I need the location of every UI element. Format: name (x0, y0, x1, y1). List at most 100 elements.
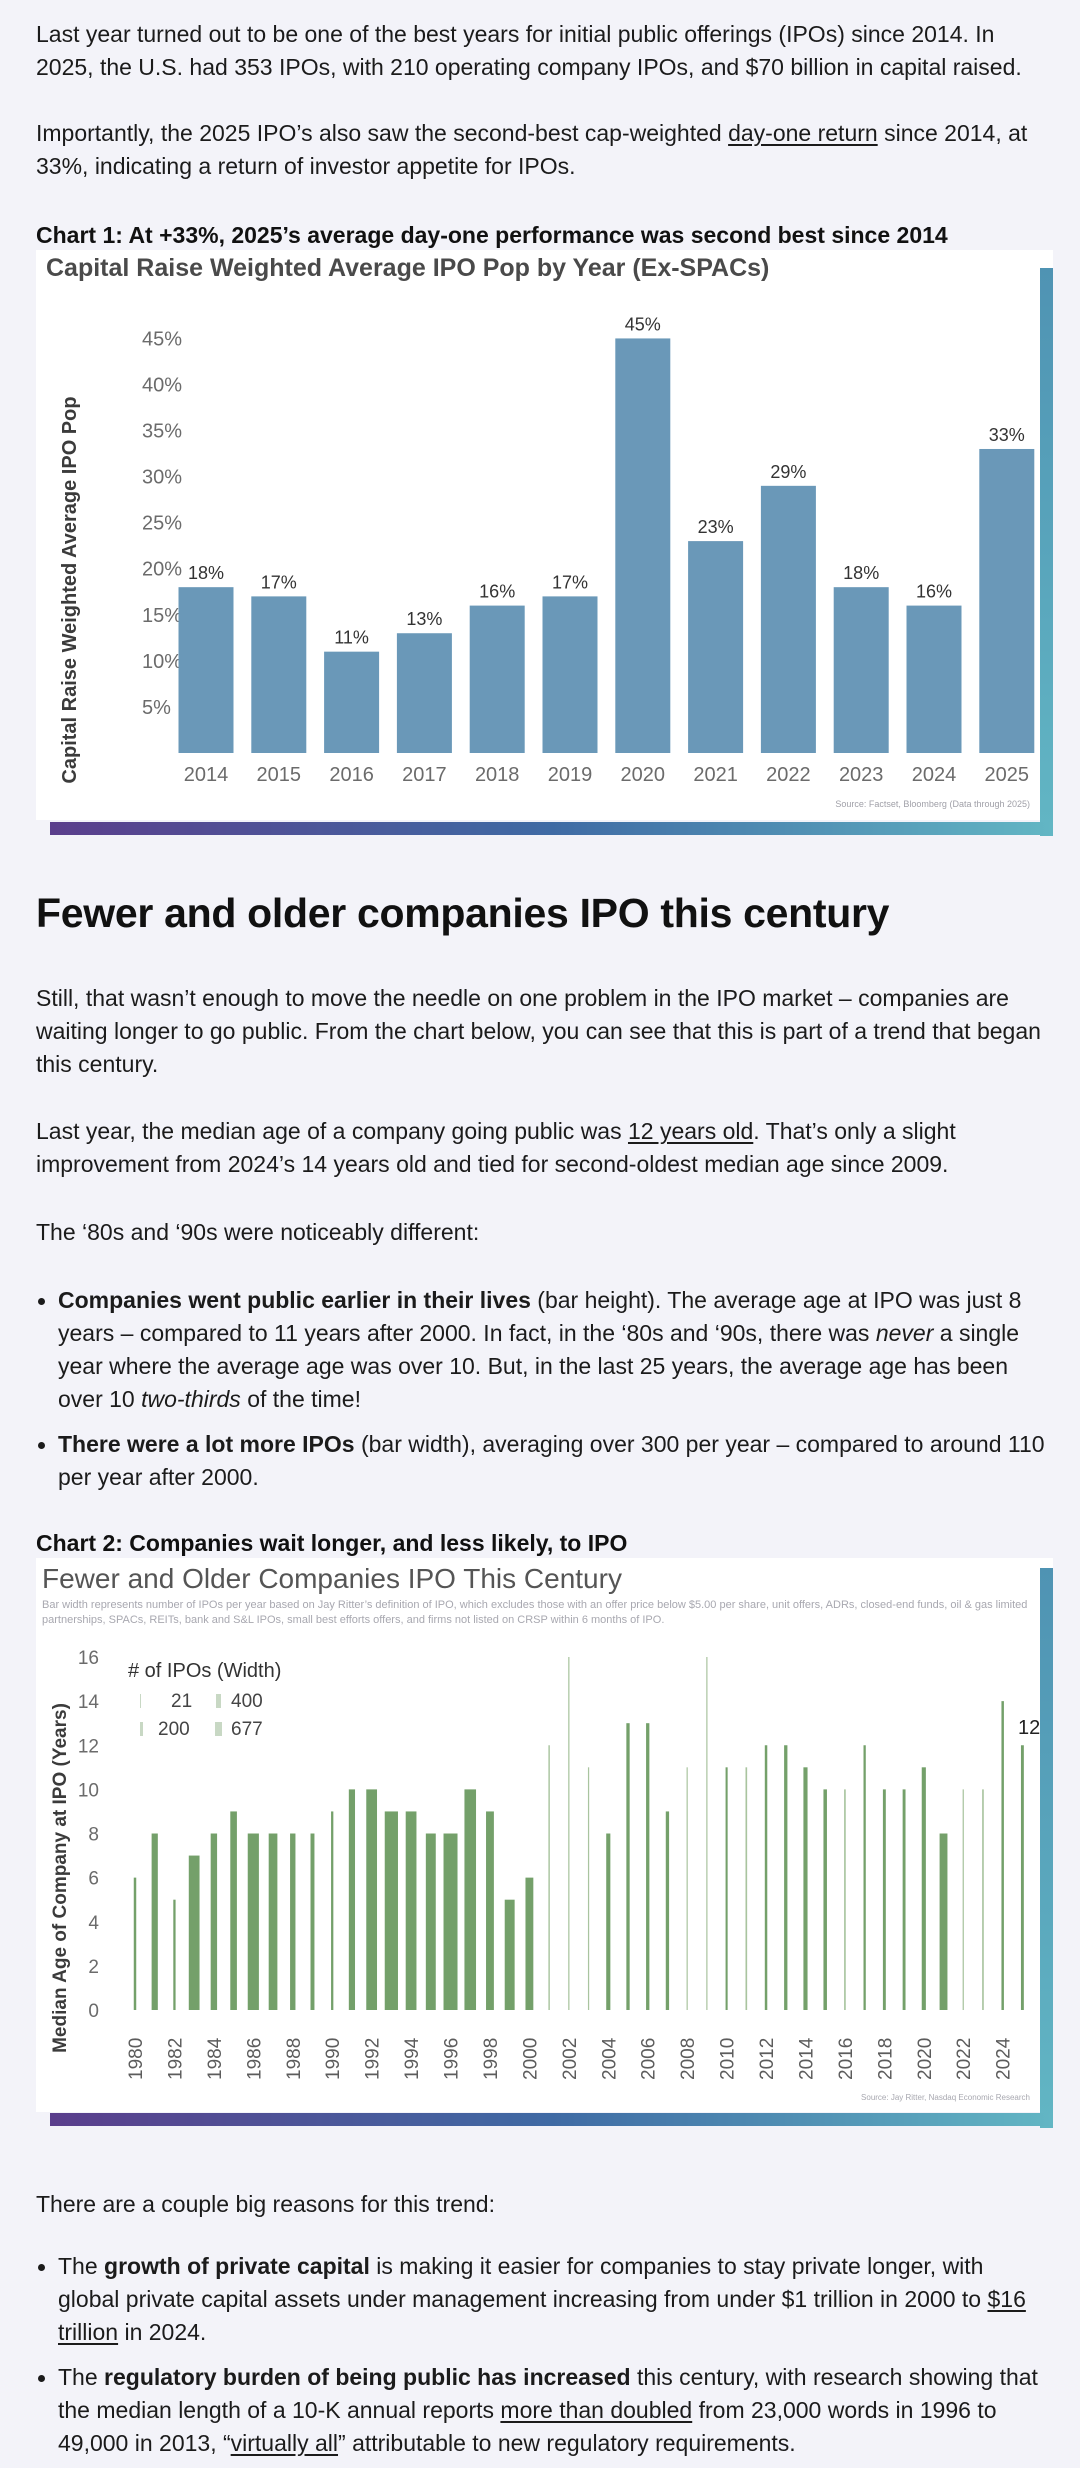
chart2-legend-title: # of IPOs (Width) (128, 1660, 281, 1682)
day-one-return-link[interactable]: day-one return (728, 120, 878, 146)
chart2-ytick-12: 12 (78, 1736, 99, 1757)
virtually-all-link[interactable]: virtually all (230, 2430, 339, 2456)
chart2-side-accent (1040, 1568, 1053, 2128)
legend-label-400: 400 (231, 1691, 263, 1712)
s3-bullet1-text-c: in 2024. (118, 2319, 207, 2345)
chart1-xtick-2022: 2022 (766, 764, 811, 786)
chart1-value-label-2016: 11% (334, 628, 369, 648)
chart2-bar-1987 (268, 1833, 278, 2010)
intro-p2-text-b: since 2014, at 33%, indicating a return … (36, 120, 1028, 179)
chart2-bar-1997 (464, 1789, 477, 2010)
chart1-ytick-5: 5% (142, 697, 171, 719)
chart2-bar-2003 (587, 1767, 590, 2010)
chart2-background (36, 1558, 1053, 2112)
chart2-bar-1989 (310, 1833, 315, 2010)
chart2-xtick-1980: 1980 (126, 2038, 147, 2080)
chart2-xtick-2018: 2018 (875, 2038, 896, 2080)
chart1-bar-2021 (688, 541, 744, 753)
legend-swatch-400 (216, 1694, 221, 1708)
bullet2-bold: There were a lot more IPOs (58, 1431, 355, 1457)
chart2-bar-1984 (210, 1833, 218, 2010)
section-heading-fewer-older: Fewer and older companies IPO this centu… (36, 890, 890, 936)
chart1-y-axis-label: Capital Raise Weighted Average IPO Pop (59, 396, 81, 783)
chart2-title: Fewer and Older Companies IPO This Centu… (42, 1563, 622, 1594)
legend-swatch-200 (140, 1722, 143, 1736)
chart1-ytick-25: 25% (142, 513, 182, 535)
chart1-value-label-2017: 13% (406, 609, 442, 629)
chart2-bar-2006 (646, 1723, 650, 2010)
sixteen-trillion-link[interactable]: $16 trillion (58, 2286, 1026, 2345)
chart1-ytick-40: 40% (142, 374, 182, 396)
chart2-caption: Chart 2: Companies wait longer, and less… (36, 1530, 628, 1556)
chart1-svg: Capital Raise Weighted Average IPO Pop b… (36, 250, 1053, 836)
chart2-xtick-2006: 2006 (639, 2038, 660, 2080)
chart2-ytick-6: 6 (88, 1869, 99, 1890)
chart2-xtick-1986: 1986 (244, 2038, 265, 2080)
chart2-ytick-14: 14 (78, 1692, 100, 1713)
legend-swatch-21 (140, 1694, 141, 1708)
chart2-ytick-0: 0 (88, 2001, 99, 2022)
chart2-bar-2009 (706, 1657, 708, 2010)
chart2-bar-2007 (665, 1811, 670, 2010)
chart2-bottom-accent (50, 2113, 1053, 2126)
chart2-bar-1985 (230, 1811, 237, 2010)
chart2-bar-1992 (366, 1789, 378, 2010)
chart1-xtick-2018: 2018 (475, 764, 520, 786)
more-than-doubled-link[interactable]: more than doubled (500, 2397, 693, 2423)
chart2-xtick-1992: 1992 (363, 2038, 384, 2080)
chart2-xtick-1998: 1998 (481, 2038, 502, 2080)
chart2-bar-2023 (982, 1789, 984, 2010)
chart1-bar-2020 (615, 338, 671, 753)
chart2-xtick-2016: 2016 (836, 2038, 857, 2080)
chart1-value-label-2020: 45% (625, 314, 661, 334)
chart2-bar-2025 (1020, 1745, 1024, 2010)
chart2-bar-1986 (247, 1833, 259, 2010)
chart1-value-label-2025: 33% (989, 425, 1025, 445)
section3-paragraph-1: There are a couple big reasons for this … (36, 2191, 495, 2217)
chart1-xtick-2015: 2015 (257, 764, 302, 786)
s3-bullet2-text-a: The (58, 2364, 105, 2390)
chart2-bar-1988 (290, 1833, 296, 2010)
chart1-value-label-2021: 23% (698, 517, 734, 537)
bullet-regulatory-burden: The regulatory burden of being public ha… (36, 2361, 1046, 2460)
chart2-bar-2005 (626, 1723, 630, 2010)
bullet1-em-never: never (875, 1320, 934, 1346)
chart2-xtick-1984: 1984 (205, 2037, 226, 2080)
legend-label-21: 21 (171, 1691, 192, 1712)
chart2-xtick-2008: 2008 (678, 2038, 699, 2080)
chart2-svg: Fewer and Older Companies IPO This Centu… (36, 1558, 1053, 2128)
chart2-bar-2002 (568, 1657, 570, 2010)
chart1-ytick-35: 35% (142, 421, 182, 443)
s3-bullet2-text-c: from 23,000 words in 1996 to 49,000 in 2… (58, 2397, 997, 2456)
chart1-bar-2025 (979, 448, 1035, 753)
chart1-bar-2016 (324, 651, 380, 753)
chart1-value-label-2014: 18% (188, 563, 224, 583)
chart1-side-accent (1040, 268, 1053, 836)
chart2-bar-2019 (902, 1789, 906, 2010)
chart2-bar-2021 (939, 1833, 948, 2010)
chart2-bar-1996 (443, 1833, 458, 2010)
chart2-bar-2024 (1001, 1701, 1004, 2010)
chart2-xtick-2022: 2022 (954, 2038, 975, 2080)
chart1-ytick-10: 10% (142, 651, 182, 673)
chart1-xtick-2021: 2021 (693, 764, 738, 786)
chart2-ytick-8: 8 (88, 1825, 99, 1846)
chart2-ytick-16: 16 (78, 1648, 99, 1669)
chart2-bar-2015 (823, 1789, 827, 2010)
section2-paragraph-3: The ‘80s and ‘90s were noticeably differ… (36, 1219, 480, 1245)
chart1-xtick-2025: 2025 (985, 764, 1030, 786)
section3-bullet-list: The growth of private capital is making … (36, 2250, 1046, 2460)
chart1-caption: Chart 1: At +33%, 2025’s average day-one… (36, 222, 948, 248)
chart2-bar-1999 (504, 1899, 515, 2010)
chart2-bar-1995 (425, 1833, 436, 2010)
chart2-ytick-2: 2 (88, 1957, 99, 1978)
chart2-legend: # of IPOs (Width) 21 400 200 677 (128, 1660, 281, 1740)
bullet-private-capital: The growth of private capital is making … (36, 2250, 1046, 2349)
chart2-xtick-2002: 2002 (560, 2038, 581, 2080)
chart1-ytick-30: 30% (142, 467, 182, 489)
twelve-years-old-link[interactable]: 12 years old (627, 1118, 754, 1144)
legend-label-677: 677 (231, 1719, 263, 1740)
chart2-xtick-2000: 2000 (520, 2038, 541, 2080)
chart2-y-axis-label: Median Age of Company at IPO (Years) (50, 1703, 71, 2053)
chart2-annotation-2025: 12 (1018, 1717, 1040, 1739)
